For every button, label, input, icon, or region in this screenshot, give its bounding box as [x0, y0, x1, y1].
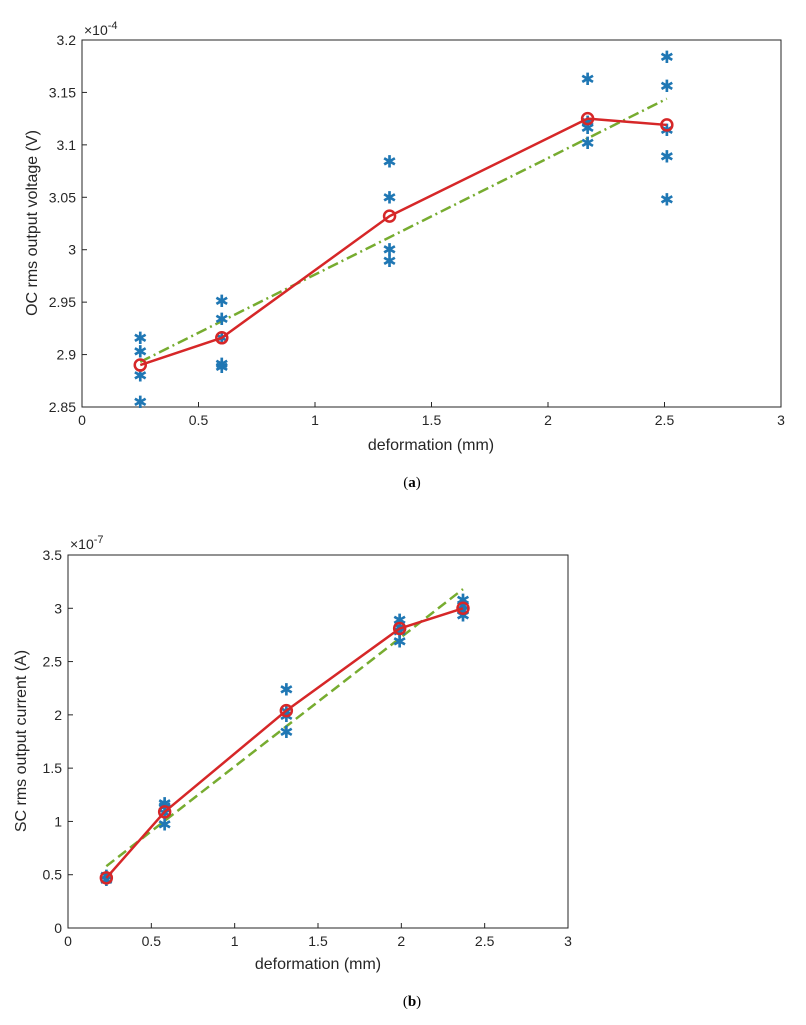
- y-tick-label: 1.5: [43, 760, 63, 776]
- x-tick-label: 2: [544, 412, 552, 428]
- exponent-label-a: ×10-4: [84, 20, 118, 38]
- y-tick-label: 3: [68, 242, 76, 258]
- sample-point: ✱: [660, 48, 674, 68]
- y-tick-label: 2.95: [49, 294, 76, 310]
- mean-point: [157, 805, 172, 819]
- fit-line: [105, 588, 464, 868]
- y-tick-label: 3: [54, 600, 62, 616]
- x-ticks-a: 0 0.5 1 1.5 2 2.5 3: [78, 402, 785, 428]
- sample-point: ✱: [382, 188, 396, 208]
- caption-a: (a): [403, 475, 421, 491]
- x-ticks-b: 0 0.5 1 1.5 2 2.5 3: [64, 923, 572, 949]
- sample-point: ✱: [215, 292, 229, 312]
- mean-point: [133, 358, 147, 372]
- sample-point: ✱: [456, 601, 470, 621]
- x-tick-label: 2.5: [655, 412, 675, 428]
- x-tick-label: 3: [777, 412, 785, 428]
- sample-point: ✱: [133, 367, 147, 387]
- mean-point: [392, 621, 407, 636]
- x-tick-label: 2.5: [475, 933, 495, 949]
- sample-point: ✱: [580, 70, 594, 90]
- y-axis-label-b: SC rms output current (A): [13, 650, 30, 832]
- plot-area-a: [81, 39, 782, 408]
- x-tick-label: 3: [564, 933, 572, 949]
- chart-panel-a: 0 0.5 1 1.5 2 2.5 3 2.85 2.9 2.95 3 3.05 3.1 3.15 3.2…: [24, 20, 785, 491]
- sample-point: ✱: [382, 252, 396, 272]
- chart-panel-b: 0 0.5 1 1.5 2 2.5 3 00.511.522.533.5 ✱✱✱✱✱✱✱✱✱…: [13, 534, 572, 1010]
- x-tick-label: 1.5: [422, 412, 442, 428]
- x-axis-label-a: deformation (mm): [368, 437, 494, 454]
- fit-line: [139, 97, 668, 364]
- y-tick-label: 2: [54, 707, 62, 723]
- y-axis-label-a: OC rms output voltage (V): [24, 130, 41, 316]
- sample-point: ✱: [382, 241, 396, 261]
- y-tick-label: 1: [54, 813, 62, 829]
- sample-point: ✱: [580, 134, 594, 154]
- sample-point: ✱: [215, 310, 229, 330]
- y-tick-label: 2.5: [43, 654, 63, 670]
- mean-line-b: [99, 601, 470, 885]
- sample-point: ✱: [660, 190, 674, 210]
- y-tick-label: 0.5: [43, 867, 63, 883]
- plot-area-b: [67, 554, 569, 929]
- sample-point: ✱: [215, 358, 229, 378]
- mean-point: [215, 331, 229, 345]
- sample-point: ✱: [393, 632, 407, 652]
- y-ticks-a: 2.85 2.9 2.95 3 3.05 3.1 3.15 3.2: [49, 32, 87, 415]
- sample-point: ✱: [133, 329, 147, 349]
- y-tick-label: 3.2: [57, 32, 77, 48]
- caption-b: (b): [403, 994, 421, 1010]
- mean-point: [660, 118, 674, 132]
- sample-points-a: ✱✱✱✱✱✱✱✱✱✱✱✱✱✱✱✱✱✱✱✱✱✱: [133, 48, 674, 413]
- sample-point: ✱: [99, 871, 113, 891]
- fit-line-a: [139, 97, 668, 364]
- mean-line: [139, 117, 667, 367]
- y-tick-label: 3.15: [49, 84, 76, 100]
- x-tick-label: 0.5: [142, 933, 162, 949]
- x-tick-label: 1: [231, 933, 239, 949]
- sample-point: ✱: [133, 393, 147, 413]
- x-tick-label: 0: [64, 933, 72, 949]
- y-tick-label: 2.85: [49, 399, 76, 415]
- sample-point: ✱: [215, 355, 229, 375]
- fit-line-b: [105, 588, 464, 868]
- y-tick-label: 3.1: [57, 137, 77, 153]
- exponent-label-b: ×10-7: [70, 534, 104, 552]
- y-tick-label: 3.5: [43, 547, 63, 563]
- mean-point: [382, 209, 397, 223]
- x-tick-label: 1.5: [308, 933, 328, 949]
- mean-point: [279, 703, 294, 718]
- y-ticks-b: 0 0.5 1 1.5 2 2.5 3 3.5: [43, 547, 73, 936]
- mean-line-a: [133, 111, 674, 372]
- x-tick-label: 0: [78, 412, 86, 428]
- x-tick-label: 1: [311, 412, 319, 428]
- sample-point: ✱: [158, 816, 172, 836]
- mean-point: [580, 111, 595, 126]
- sample-point: ✱: [660, 147, 674, 167]
- sample-point: ✱: [660, 77, 674, 97]
- sample-point: ✱: [382, 153, 396, 173]
- y-tick-label: 3.05: [49, 189, 76, 205]
- mean-line: [105, 607, 464, 879]
- mean-point: [99, 871, 114, 885]
- y-tick-label: 0: [54, 920, 62, 936]
- sample-point: ✱: [279, 680, 293, 700]
- sample-point: ✱: [279, 723, 293, 743]
- x-tick-label: 2: [397, 933, 405, 949]
- mean-point: [456, 601, 470, 616]
- sample-point: ✱: [133, 342, 147, 362]
- x-tick-label: 0.5: [189, 412, 209, 428]
- y-tick-label: 2.9: [57, 347, 77, 363]
- x-axis-label-b: deformation (mm): [255, 956, 381, 973]
